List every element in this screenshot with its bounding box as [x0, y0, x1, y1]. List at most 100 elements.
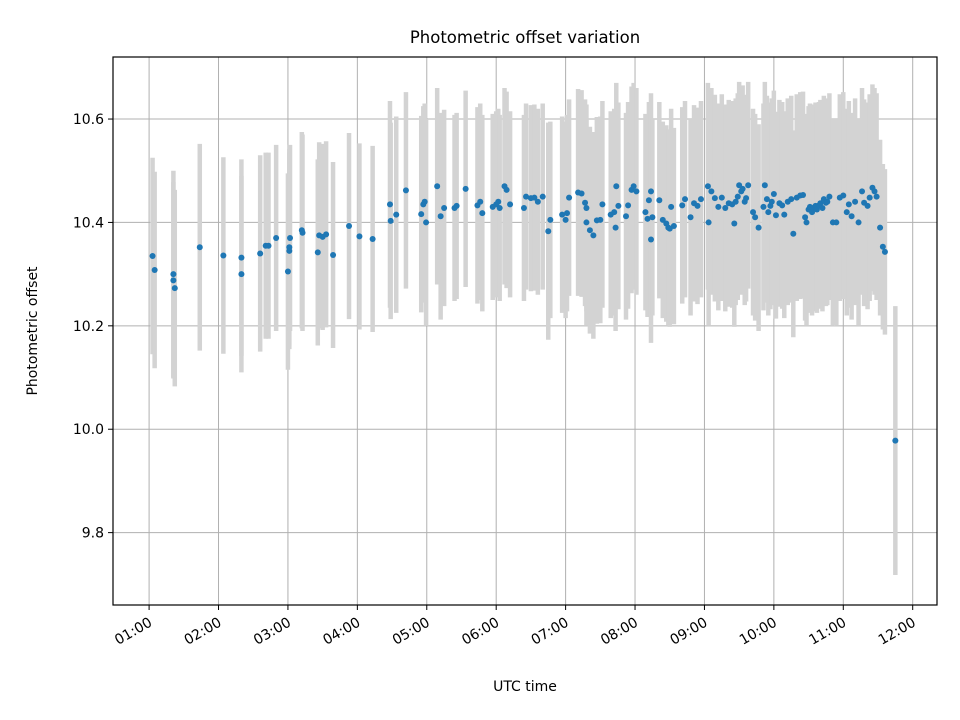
data-point	[732, 198, 739, 205]
data-point	[599, 201, 606, 208]
data-point	[731, 220, 738, 227]
data-point	[196, 244, 203, 251]
data-point	[734, 193, 741, 200]
data-point	[704, 183, 711, 190]
data-point	[287, 234, 294, 241]
data-point	[800, 192, 807, 199]
data-point	[788, 196, 795, 203]
data-point	[314, 249, 321, 256]
data-point	[871, 188, 878, 195]
data-point	[745, 182, 752, 189]
data-point	[864, 202, 871, 209]
data-point	[722, 204, 729, 211]
data-point	[534, 198, 541, 205]
y-axis-label: Photometric offset	[25, 266, 41, 396]
data-point	[393, 211, 400, 218]
data-point	[708, 188, 715, 195]
data-point	[679, 202, 686, 209]
data-point	[705, 219, 712, 226]
data-point	[848, 213, 855, 220]
data-point	[479, 210, 486, 217]
data-point	[645, 197, 652, 204]
data-point	[687, 214, 694, 221]
data-point	[265, 242, 272, 249]
data-point	[369, 235, 376, 242]
data-point	[772, 212, 779, 219]
data-point	[170, 277, 177, 284]
data-point	[802, 214, 809, 221]
data-point	[586, 227, 593, 234]
data-point	[859, 188, 866, 195]
data-point	[597, 216, 604, 223]
data-point	[220, 252, 227, 259]
data-point	[423, 219, 430, 226]
data-point	[718, 194, 725, 201]
data-point	[539, 193, 546, 200]
data-point	[507, 201, 514, 208]
data-point	[547, 216, 554, 223]
data-point	[323, 231, 330, 238]
data-point	[387, 217, 394, 224]
data-point	[852, 198, 859, 205]
data-point	[299, 229, 306, 236]
data-point	[496, 204, 503, 211]
data-point	[625, 202, 632, 209]
data-point	[284, 268, 291, 275]
data-point	[386, 201, 393, 208]
data-point	[649, 214, 656, 221]
data-point	[845, 201, 852, 208]
data-point	[760, 203, 767, 210]
data-point	[668, 203, 675, 210]
data-point	[330, 252, 337, 259]
data-point	[877, 224, 884, 231]
data-point	[642, 209, 649, 216]
data-point	[559, 211, 566, 218]
x-axis-label: UTC time	[493, 679, 557, 695]
data-point	[346, 223, 353, 230]
data-point	[623, 213, 630, 220]
y-axis: 9.8 10.0 10.2 10.4 10.6	[73, 112, 113, 542]
data-point	[611, 209, 618, 216]
data-point	[761, 182, 768, 189]
data-point	[781, 211, 788, 218]
data-point	[739, 185, 746, 192]
data-point	[563, 210, 570, 217]
data-point	[583, 204, 590, 211]
data-point	[715, 203, 722, 210]
data-point	[768, 198, 775, 205]
data-point	[765, 209, 772, 216]
data-point	[873, 193, 880, 200]
data-point	[763, 196, 770, 203]
data-point	[790, 230, 797, 237]
data-point	[151, 266, 158, 273]
data-point	[441, 204, 448, 211]
data-point	[273, 234, 280, 241]
data-point	[286, 247, 293, 254]
y-tick-label: 9.8	[82, 526, 104, 542]
data-point	[613, 183, 620, 190]
data-point	[503, 186, 510, 193]
data-point	[520, 204, 527, 211]
data-point	[750, 209, 757, 216]
y-tick-label: 10.6	[73, 112, 104, 128]
data-point	[843, 209, 850, 216]
data-point	[770, 191, 777, 197]
data-point	[644, 215, 651, 222]
data-point	[477, 198, 484, 205]
data-point	[238, 271, 245, 278]
data-point	[582, 199, 589, 206]
data-point	[855, 219, 862, 226]
data-point	[755, 224, 762, 231]
data-point	[583, 219, 590, 226]
data-point	[453, 202, 460, 209]
data-point	[647, 188, 654, 195]
data-point	[578, 190, 585, 197]
y-tick-label: 10.4	[73, 215, 104, 231]
data-point	[170, 271, 177, 278]
data-point	[819, 204, 826, 211]
data-point	[238, 254, 245, 261]
data-point	[752, 214, 759, 221]
data-point	[779, 202, 786, 209]
data-point	[434, 183, 441, 190]
